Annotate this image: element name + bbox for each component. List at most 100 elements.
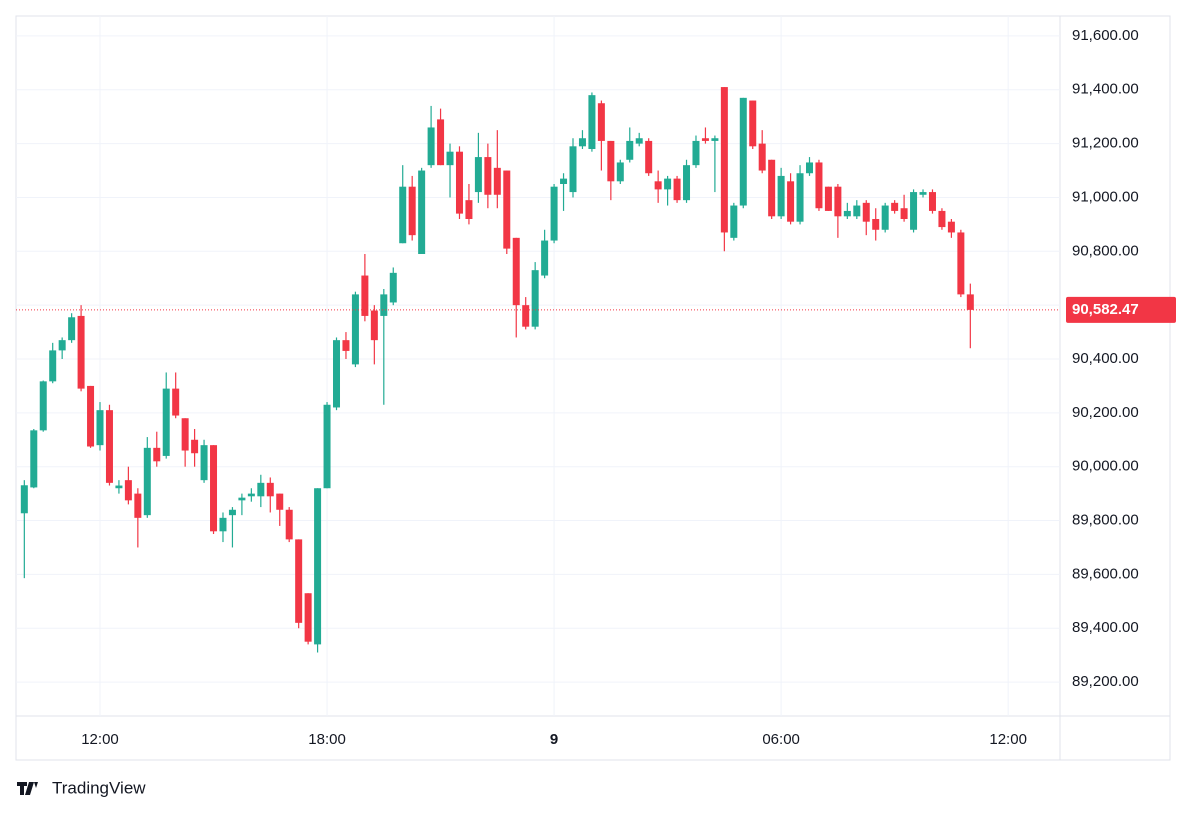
- candle-body: [853, 205, 861, 217]
- candle-body: [881, 205, 889, 230]
- candle-body: [105, 410, 113, 483]
- y-tick-label: 89,200.00: [1072, 673, 1139, 690]
- logo: TradingView: [17, 778, 146, 797]
- candle-body: [560, 178, 568, 184]
- logo-icon: [17, 782, 38, 795]
- candle-body: [455, 151, 463, 214]
- candle-body: [834, 186, 842, 217]
- candle-body: [399, 186, 407, 244]
- candle-body: [351, 294, 359, 365]
- candle-body: [87, 385, 95, 447]
- candle-body: [115, 485, 123, 489]
- candle-body: [323, 404, 331, 489]
- candle-body: [749, 100, 757, 147]
- candle-body: [418, 170, 426, 254]
- candle-body: [370, 310, 378, 341]
- y-tick-label: 90,800.00: [1072, 242, 1139, 259]
- candle-body: [257, 482, 265, 497]
- candle-body: [806, 162, 814, 174]
- candle-body: [247, 493, 255, 497]
- candle-body: [77, 315, 85, 389]
- brand: TradingView: [52, 778, 146, 797]
- y-tick-label: 89,600.00: [1072, 565, 1139, 582]
- last-price-label: 90,582.47: [1072, 301, 1139, 318]
- candle-body: [437, 119, 445, 166]
- candle-body: [550, 186, 558, 241]
- candle-body: [966, 294, 974, 310]
- candle-body: [711, 138, 719, 141]
- candle-body: [947, 221, 955, 233]
- candle-body: [512, 237, 520, 306]
- candle-body: [20, 485, 28, 514]
- candle-body: [910, 192, 918, 230]
- candle-body: [692, 140, 700, 166]
- candle-body: [361, 275, 369, 316]
- candle-body: [153, 447, 161, 462]
- candle-body: [39, 381, 47, 431]
- candle-body: [673, 178, 681, 201]
- y-tick-label: 89,400.00: [1072, 619, 1139, 636]
- x-tick-label: 18:00: [308, 731, 346, 748]
- candle-body: [276, 493, 284, 510]
- candle-body: [181, 418, 189, 451]
- candle-body: [635, 138, 643, 144]
- y-tick-label: 91,200.00: [1072, 135, 1139, 152]
- candle-body: [68, 317, 76, 341]
- last-price-box: [1066, 296, 1176, 323]
- y-tick-label: 91,000.00: [1072, 188, 1139, 205]
- y-tick-label: 90,200.00: [1072, 404, 1139, 421]
- candle-body: [645, 140, 653, 174]
- candle-body: [654, 181, 662, 190]
- candle-body: [664, 178, 672, 190]
- candle-body: [219, 517, 227, 532]
- candle-body: [578, 138, 586, 147]
- candle-body: [285, 509, 293, 540]
- candle-body: [957, 232, 965, 295]
- y-tick-label: 90,000.00: [1072, 458, 1139, 475]
- candle-body: [900, 208, 908, 219]
- candle-body: [739, 97, 747, 206]
- candle-body: [380, 294, 388, 316]
- candle-body: [96, 410, 104, 446]
- candle-body: [49, 350, 57, 382]
- candle-body: [200, 445, 208, 481]
- candle-body: [683, 165, 691, 201]
- candle-body: [333, 340, 341, 408]
- x-tick-label: 9: [550, 731, 558, 748]
- chart-border: [15, 15, 1171, 761]
- candle-body: [938, 210, 946, 228]
- candle-body: [616, 162, 624, 182]
- candle-body: [928, 192, 936, 211]
- candle-body: [569, 146, 577, 193]
- candle-body: [872, 219, 880, 230]
- candle-body: [626, 140, 634, 160]
- x-tick-label: 06:00: [762, 731, 800, 748]
- candle-body: [389, 272, 397, 303]
- candle-body: [228, 509, 236, 516]
- x-tick-label: 12:00: [989, 731, 1027, 748]
- candle-body: [815, 162, 823, 209]
- candle-body: [843, 210, 851, 217]
- candle-body: [474, 157, 482, 193]
- candle-body: [124, 480, 132, 501]
- candle-body: [172, 388, 180, 416]
- candle-body: [191, 439, 199, 454]
- y-tick-label: 90,400.00: [1072, 350, 1139, 367]
- candle-body: [134, 493, 142, 518]
- candle-body: [607, 140, 615, 182]
- candle-body: [465, 200, 473, 219]
- candle-body: [314, 488, 322, 645]
- candle-body: [796, 173, 804, 222]
- candle-body: [503, 170, 511, 249]
- candle-body: [408, 186, 416, 236]
- candle-body: [588, 95, 596, 149]
- candle-body: [58, 340, 66, 351]
- candle-body: [238, 497, 246, 501]
- candle-body: [446, 151, 454, 166]
- candle-body: [342, 340, 350, 351]
- candle-body: [597, 103, 605, 141]
- candle-body: [295, 539, 303, 623]
- candle-body: [493, 167, 501, 195]
- y-tick-label: 89,800.00: [1072, 512, 1139, 529]
- candle-body: [531, 270, 539, 327]
